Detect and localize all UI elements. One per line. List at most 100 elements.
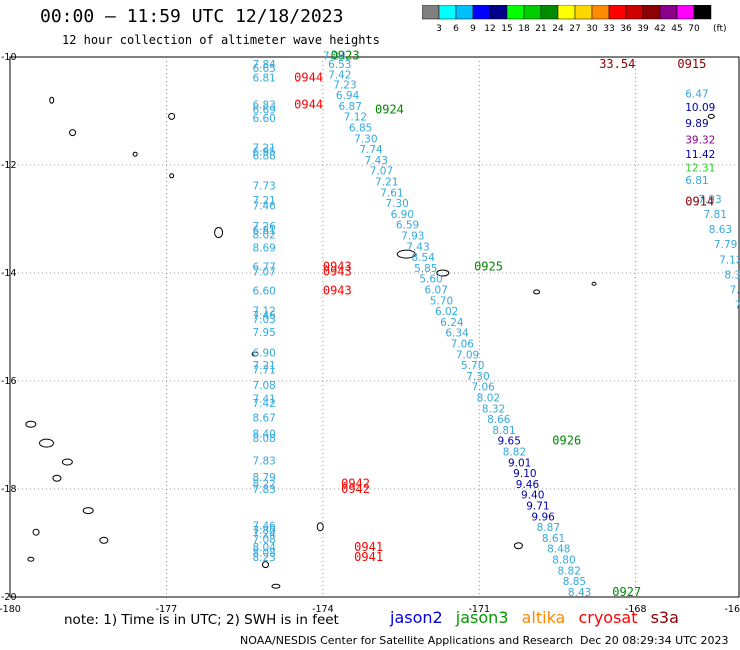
satellite-legend: jason2 jason3 altika cryosat s3a [390, 608, 687, 627]
wave-height-value: 7.08 [252, 534, 275, 546]
wave-height-value: 7.21 [252, 360, 275, 372]
color-swatch [693, 5, 712, 20]
pass-time-label: 0941 [354, 540, 383, 554]
wave-height-value: 7.30 [354, 133, 377, 145]
footnote: note: 1) Time is in UTC; 2) SWH is in fe… [64, 612, 339, 628]
wave-height-value: 9.89 [685, 118, 708, 130]
island-outline [316, 522, 324, 532]
wave-height-labels: 7.846.656.816.836.696.607.216.956.887.73… [252, 51, 740, 599]
wave-height-value: 8.08 [252, 548, 275, 560]
wave-height-value: 6.24 [440, 317, 464, 329]
island-outline [32, 528, 40, 536]
island-outline [533, 289, 541, 295]
wave-height-value: 9.40 [521, 490, 544, 502]
wave-height-value: 6.07 [425, 285, 448, 297]
color-scale-tick: 33 [603, 24, 614, 33]
color-swatch [489, 5, 508, 20]
color-swatch [659, 5, 678, 20]
y-tick-label: -14 [1, 268, 17, 279]
color-swatch [608, 5, 627, 20]
wave-height-value: 8.32 [482, 403, 505, 415]
pass-time-label: 0926 [552, 434, 581, 448]
color-scale-tick: 42 [654, 24, 665, 33]
pass-time-label: 0943 [323, 265, 352, 279]
generated-timestamp: Dec 20 08:29:34 UTC 2023 [580, 634, 729, 647]
land-outlines [25, 96, 715, 589]
wave-height-value: 6.81 [685, 175, 708, 187]
legend-jason2: jason2 [390, 608, 443, 627]
pass-time-label: 0914 [685, 195, 714, 209]
wave-height-value: 8.48 [547, 544, 570, 556]
wave-height-value: 8.81 [492, 425, 515, 437]
wave-height-value: 6.60 [252, 113, 275, 125]
wave-height-value: 7.79 [714, 239, 737, 251]
island-outline [271, 583, 281, 589]
wave-height-value: 7.26 [252, 221, 276, 233]
wave-height-value: 6.90 [391, 209, 414, 221]
wave-height-value: 7.61 [380, 187, 403, 199]
wave-height-value: 7.24 [252, 529, 276, 541]
wave-height-value: 7.77 [735, 300, 740, 312]
color-scale-bar: 3 6 9 12 15 18 21 24 27 30 33 36 39 42 45 70 (ft) [422, 5, 727, 33]
island-outline [436, 269, 450, 277]
color-scale-tick: 15 [501, 24, 512, 33]
wave-height-value: 6.60 [252, 286, 275, 298]
wave-height-value: 9.01 [508, 457, 531, 469]
island-outline [99, 536, 109, 544]
color-swatch [676, 5, 695, 20]
pass-time-label: 33.54 [599, 57, 635, 71]
wave-height-value: 7.23 [333, 79, 356, 91]
wave-height-value: 8.79 [252, 472, 275, 484]
wave-height-value: 8.34 [724, 269, 740, 281]
wave-height-value: 6.77 [252, 261, 275, 273]
color-swatch [506, 5, 525, 20]
wave-height-value: 7.12 [252, 306, 275, 318]
wave-height-value: 8.87 [537, 522, 560, 534]
wave-height-value: 7.83 [252, 456, 275, 468]
pass-time-label: 0944 [294, 70, 323, 84]
island-outline [169, 173, 175, 179]
wave-height-value: 39.32 [685, 134, 715, 146]
island-outline [49, 96, 55, 104]
wave-height-value: 6.95 [252, 146, 275, 158]
island-outline [132, 151, 138, 157]
wave-height-value: 8.61 [542, 533, 565, 545]
island-outline [52, 474, 62, 482]
wave-height-value: 8.63 [709, 224, 732, 236]
wave-height-value: 7.24 [323, 51, 347, 63]
wave-height-value: 7.42 [328, 70, 351, 82]
wave-height-value: 6.59 [396, 220, 419, 232]
wave-height-value: 7.80 [252, 525, 275, 537]
wave-height-value: 9.46 [516, 479, 540, 491]
island-outline [513, 542, 523, 550]
wave-height-value: 11.42 [685, 149, 715, 161]
wave-height-value: 8.22 [252, 478, 275, 490]
pass-time-label: 0943 [323, 259, 352, 273]
pass-time-label: 0942 [341, 482, 370, 496]
page-subtitle: 12 hour collection of altimeter wave hei… [62, 33, 380, 47]
wave-height-value: 7.71 [252, 364, 275, 376]
wave-height-value: 7.30 [466, 371, 489, 383]
wave-height-value: 8.02 [252, 229, 275, 241]
wave-height-value: 8.04 [252, 542, 276, 554]
wave-height-value: 9.96 [531, 511, 555, 523]
wave-height-value: 8.66 [487, 414, 511, 426]
color-swatch [591, 5, 610, 20]
color-scale-tick: 27 [569, 24, 580, 33]
wave-height-value: 7.95 [252, 327, 275, 339]
wave-height-value: 5.60 [419, 274, 442, 286]
pass-time-label: 0915 [677, 57, 706, 71]
pass-time-label: 0944 [294, 97, 323, 111]
map-frame [9, 56, 740, 598]
wave-height-value: 6.81 [252, 72, 275, 84]
island-outline [262, 561, 269, 569]
wave-height-value: 5.85 [414, 263, 437, 275]
legend-jason3: jason3 [455, 608, 509, 627]
pass-time-label: 0942 [341, 476, 370, 490]
x-tick-label: -16 [724, 604, 740, 615]
wave-height-value: 7.93 [698, 194, 721, 206]
color-swatch [574, 5, 593, 20]
wave-height-value: 7.03 [252, 314, 275, 326]
wave-height-value: 6.94 [336, 90, 360, 102]
